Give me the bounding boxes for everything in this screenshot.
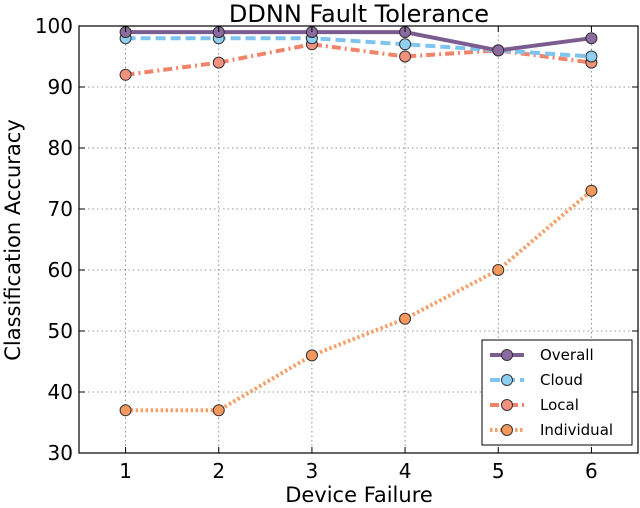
data-point — [399, 38, 412, 51]
y-axis-label: Classification Accuracy — [1, 119, 25, 361]
legend-marker — [501, 349, 513, 361]
series-line — [125, 189, 593, 413]
data-point — [585, 184, 598, 197]
data-point — [119, 404, 132, 417]
data-point — [212, 56, 225, 69]
data-point — [492, 44, 505, 57]
series-group — [119, 26, 598, 417]
x-tick-label: 1 — [119, 459, 132, 483]
legend-marker — [501, 374, 513, 386]
y-tick-label: 50 — [48, 319, 73, 343]
y-tick-label: 40 — [48, 380, 73, 404]
series-line — [125, 42, 592, 77]
chart-title: DDNN Fault Tolerance — [229, 0, 489, 28]
x-tick-label: 6 — [585, 459, 598, 483]
data-point — [119, 68, 132, 81]
series-line — [125, 36, 592, 59]
data-point — [585, 50, 598, 63]
legend-marker — [501, 424, 513, 436]
legend-entry-local: Local — [490, 396, 579, 414]
legend-label: Local — [540, 396, 579, 414]
y-tick-label: 70 — [48, 197, 73, 221]
x-axis-label: Device Failure — [285, 483, 433, 507]
data-point — [399, 312, 412, 325]
legend: Overall Cloud Local Individual — [481, 339, 633, 446]
legend-label: Individual — [540, 421, 613, 439]
series-line — [125, 30, 592, 53]
plot-frame — [78, 25, 639, 454]
legend-label: Cloud — [540, 371, 583, 389]
y-tick-label: 90 — [48, 75, 73, 99]
x-tick-label: 3 — [306, 459, 319, 483]
data-point — [305, 349, 318, 362]
x-tick-label: 5 — [492, 459, 505, 483]
series-individual — [119, 184, 598, 417]
data-point — [585, 32, 598, 45]
x-tick-label: 4 — [399, 459, 412, 483]
x-tick-label: 2 — [212, 459, 225, 483]
legend-entry-cloud: Cloud — [490, 371, 583, 389]
data-point — [399, 50, 412, 63]
data-point — [492, 264, 505, 276]
y-tick-label: 80 — [48, 136, 73, 160]
legend-entry-individual: Individual — [490, 421, 613, 439]
axis-ticks: 1 2 3 4 5 6 30 40 50 60 70 80 90 100 — [35, 14, 638, 483]
legend-marker — [501, 399, 513, 411]
data-point — [212, 404, 225, 417]
y-tick-label: 30 — [48, 441, 73, 465]
y-tick-label: 100 — [35, 14, 73, 38]
legend-label: Overall — [540, 346, 594, 364]
legend-entry-overall: Overall — [490, 346, 594, 364]
y-tick-label: 60 — [48, 258, 73, 282]
